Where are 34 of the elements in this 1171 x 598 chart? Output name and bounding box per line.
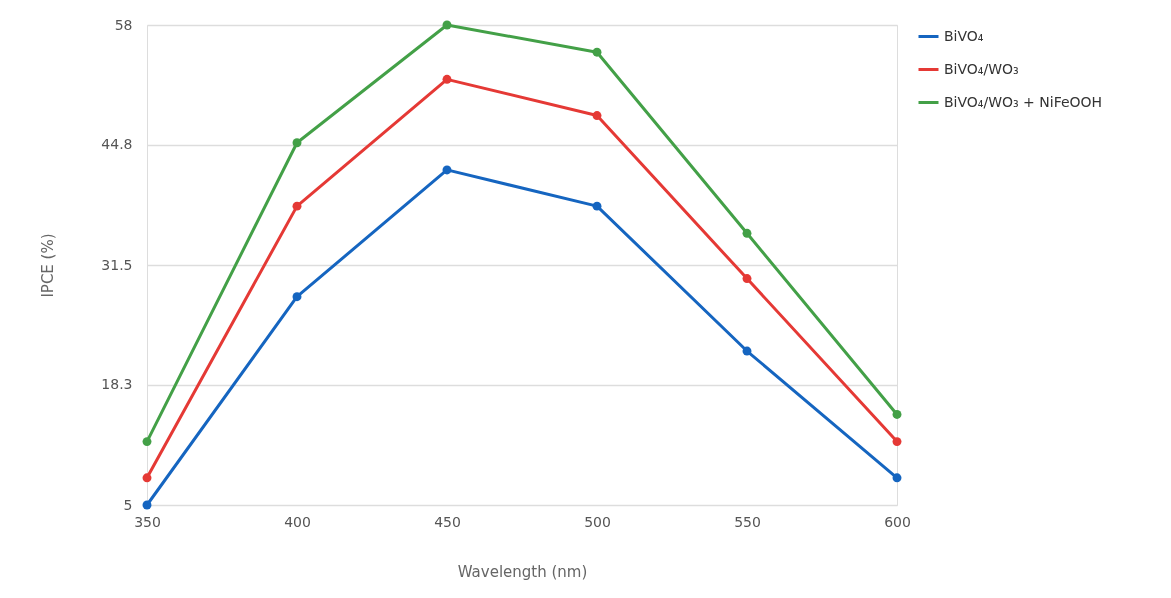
point bbox=[142, 500, 152, 510]
legend-label: BiVO₄/WO₃ bbox=[944, 60, 1019, 77]
x-tick-label: 600 bbox=[884, 513, 911, 530]
point bbox=[742, 346, 752, 356]
legend-label: BiVO₄/WO₃ + NiFeOOH bbox=[944, 93, 1103, 110]
point bbox=[592, 47, 602, 57]
y-tick-label: 5 bbox=[123, 496, 133, 513]
point bbox=[292, 201, 302, 211]
point bbox=[292, 292, 302, 302]
x-tick-label: 550 bbox=[734, 513, 761, 530]
x-axis-title: Wavelength (nm) bbox=[457, 562, 588, 581]
point bbox=[742, 274, 752, 284]
point bbox=[592, 111, 602, 121]
point bbox=[142, 473, 152, 483]
point bbox=[892, 437, 902, 447]
legend-label: BiVO₄ bbox=[944, 27, 984, 44]
x-tick-label: 500 bbox=[584, 513, 611, 530]
point bbox=[142, 437, 152, 447]
point bbox=[442, 20, 452, 30]
y-axis-title: IPCE (%) bbox=[39, 233, 58, 298]
point bbox=[742, 228, 752, 238]
y-tick-label: 44.8 bbox=[101, 136, 133, 153]
x-tick-label: 400 bbox=[284, 513, 311, 530]
x-tick-label: 350 bbox=[134, 513, 161, 530]
point bbox=[892, 409, 902, 419]
y-tick-label: 58 bbox=[114, 16, 133, 33]
x-tick-label: 450 bbox=[434, 513, 461, 530]
y-tick-label: 31.5 bbox=[101, 256, 133, 273]
point bbox=[442, 165, 452, 175]
point bbox=[892, 473, 902, 483]
y-tick-label: 18.3 bbox=[101, 376, 133, 393]
point bbox=[292, 138, 302, 148]
point bbox=[592, 201, 602, 211]
point bbox=[442, 74, 452, 84]
